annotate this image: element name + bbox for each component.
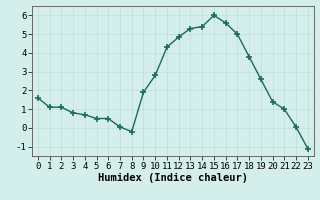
- X-axis label: Humidex (Indice chaleur): Humidex (Indice chaleur): [98, 173, 248, 183]
